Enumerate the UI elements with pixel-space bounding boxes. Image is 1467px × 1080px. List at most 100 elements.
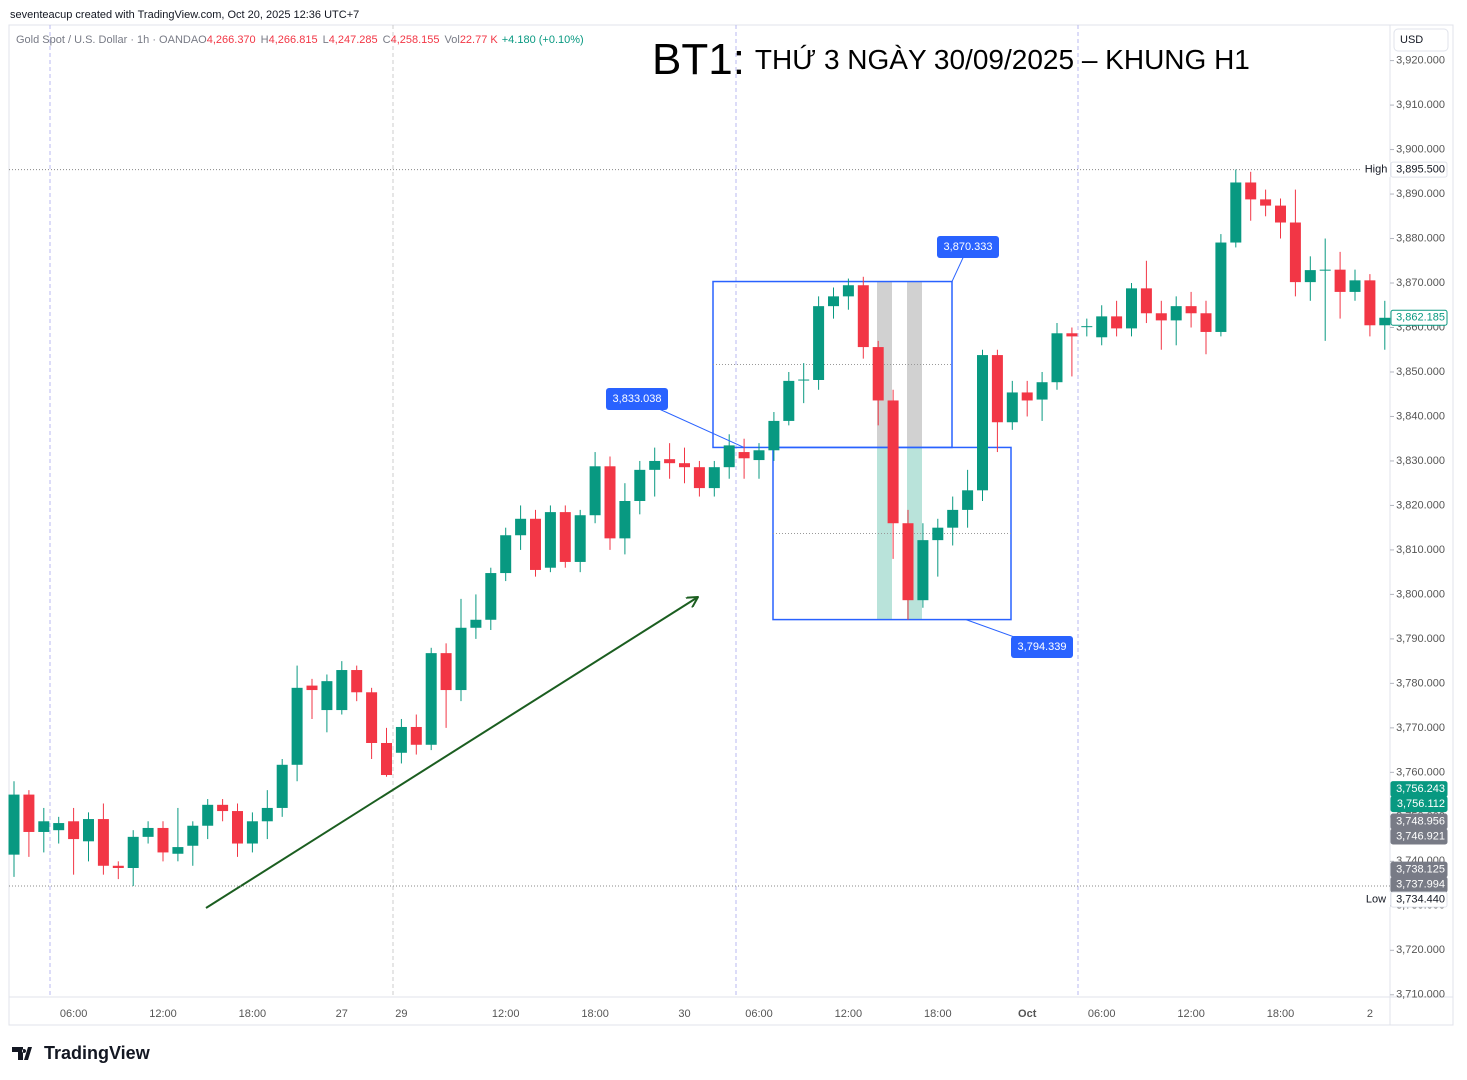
price-label: 3,738.125 — [1396, 864, 1445, 876]
candle-body — [828, 296, 839, 307]
y-tick-label: 3,790.000 — [1396, 633, 1445, 645]
candle-body — [1066, 333, 1078, 337]
y-tick-label: 3,830.000 — [1396, 455, 1445, 467]
price-label: 3,862.185 — [1396, 312, 1445, 324]
price-badge — [1390, 891, 1448, 908]
candle-body — [202, 804, 214, 826]
candles — [8, 169, 1391, 887]
candle-body — [589, 466, 601, 516]
symbol: Gold Spot / U.S. Dollar · 1h · OANDA — [16, 34, 199, 46]
x-tick-label: 18:00 — [924, 1008, 952, 1020]
candle-body — [947, 509, 959, 528]
candle-body — [559, 512, 571, 562]
y-tick-label: 3,870.000 — [1396, 277, 1445, 289]
candle-body — [768, 420, 780, 451]
candle-body — [38, 821, 50, 832]
candle-body — [470, 619, 482, 628]
candle-body — [261, 807, 273, 822]
logo-text: TradingView — [44, 1043, 151, 1063]
y-tick-label: 3,710.000 — [1396, 989, 1445, 1001]
x-tick-label: 12:00 — [149, 1008, 177, 1020]
candle-body — [1155, 313, 1167, 321]
candle-body — [783, 380, 795, 421]
y-tick-label: 3,780.000 — [1396, 677, 1445, 689]
currency-button[interactable] — [1393, 28, 1449, 52]
ohlc-key: Vol — [445, 34, 460, 46]
currency[interactable]: USD — [1400, 34, 1423, 46]
candle-body — [97, 819, 109, 866]
x-tick-label: 27 — [336, 1008, 348, 1020]
candle-body — [842, 285, 854, 297]
candle-body — [232, 811, 243, 844]
candle-body — [440, 653, 452, 691]
x-tick-label: 30 — [678, 1008, 690, 1020]
x-tick-label: Oct — [1018, 1008, 1037, 1020]
candle-body — [53, 823, 65, 831]
price-label: 3,756.243 — [1396, 783, 1445, 795]
candle-body — [276, 764, 288, 808]
y-tick-label: 3,900.000 — [1396, 143, 1445, 155]
candle-body — [1111, 316, 1123, 329]
candle-body — [1215, 242, 1227, 332]
candle-body — [917, 540, 929, 601]
candle-body — [1275, 205, 1286, 223]
x-tick-label: 29 — [395, 1008, 407, 1020]
x-tick-label: 18:00 — [239, 1008, 267, 1020]
ohlc-key: O — [198, 34, 207, 46]
y-tick-label: 3,720.000 — [1396, 944, 1445, 956]
ohlc-value: 4,258.155 — [391, 34, 440, 46]
credit: seventeacup created with TradingView.com… — [10, 9, 359, 21]
y-tick-label: 3,850.000 — [1396, 366, 1445, 378]
x-tick-label: 06:00 — [1088, 1008, 1116, 1020]
price-label: 3,895.500 — [1396, 163, 1445, 175]
candle-body — [664, 459, 676, 464]
candle-body — [723, 445, 735, 468]
ohlc-key: L — [323, 34, 329, 46]
y-tick-label: 3,800.000 — [1396, 588, 1445, 600]
candle-body — [127, 836, 139, 868]
x-tick-label: 06:00 — [60, 1008, 88, 1020]
candle-body — [1036, 382, 1048, 400]
candle-body — [902, 523, 914, 601]
candle-body — [544, 512, 556, 568]
candle-body — [410, 726, 422, 745]
candle-body — [83, 819, 94, 842]
candle-body — [679, 463, 690, 468]
ohlc-value: 22.77 K — [460, 34, 499, 46]
candle-body — [68, 821, 80, 840]
x-tick-label: 18:00 — [1267, 1008, 1295, 1020]
price-tag-badge — [1361, 892, 1390, 908]
price-label: 3,737.994 — [1396, 879, 1445, 891]
x-tick-label: 18:00 — [581, 1008, 609, 1020]
candle-body — [351, 670, 363, 693]
candle-body — [604, 466, 616, 539]
candle-body — [366, 692, 378, 743]
ohlc-value: 4,266.370 — [207, 34, 256, 46]
y-tick-label: 3,770.000 — [1396, 722, 1445, 734]
y-tick-label: 3,880.000 — [1396, 232, 1445, 244]
y-tick-label: 3,760.000 — [1396, 766, 1445, 778]
annotation-badge — [1011, 636, 1073, 658]
candle-body — [187, 825, 199, 846]
price-tag: Low — [1366, 894, 1386, 906]
change: +4.180 (+0.10%) — [502, 34, 584, 46]
x-tick-label: 12:00 — [1177, 1008, 1205, 1020]
candle-body — [500, 535, 512, 574]
ohlc: O4,266.370 H4,266.815 L4,247.285 C4,258.155… — [198, 34, 498, 46]
candle-body — [1021, 392, 1033, 401]
candle-body — [23, 794, 35, 832]
candle-body — [738, 452, 750, 459]
candle-body — [708, 467, 720, 489]
price-label: 3,746.921 — [1396, 830, 1445, 842]
y-tick-label: 3,920.000 — [1396, 54, 1445, 66]
y-tick-label: 3,910.000 — [1396, 99, 1445, 111]
candle-body — [1379, 317, 1391, 326]
logo-mark — [12, 1047, 32, 1060]
annotation-badge — [937, 236, 999, 258]
candle-body — [321, 681, 333, 711]
y-tick-label: 3,890.000 — [1396, 188, 1445, 200]
price-badge — [1390, 309, 1448, 326]
candle-body — [1349, 280, 1361, 292]
